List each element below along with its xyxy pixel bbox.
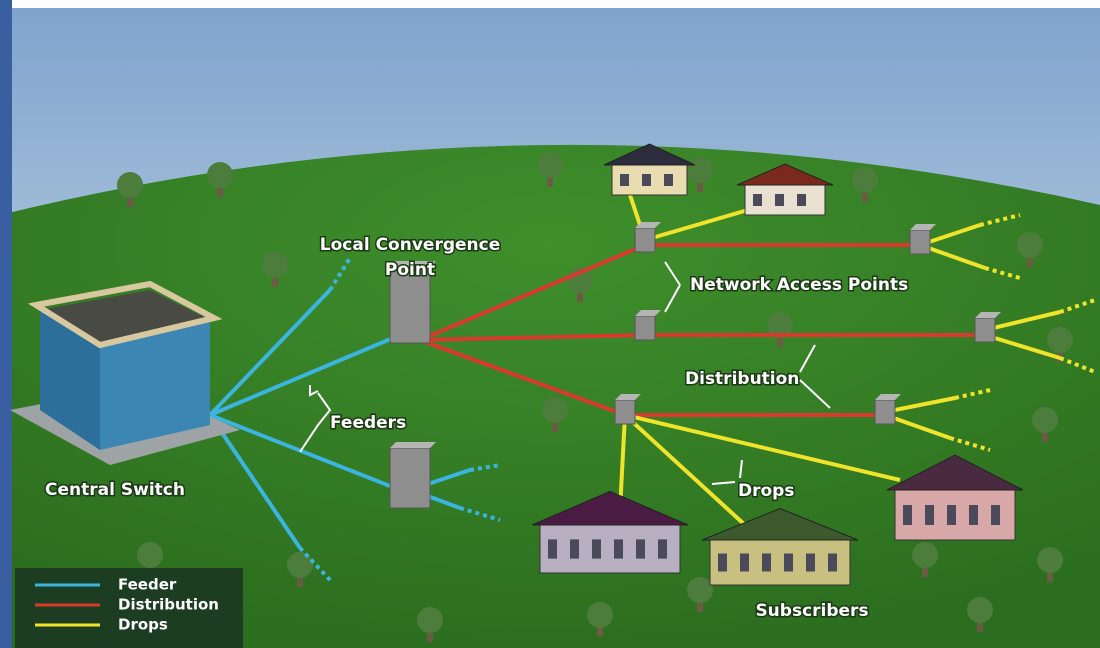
- house-window: [740, 554, 749, 572]
- tree: [417, 607, 443, 633]
- house-window: [614, 539, 623, 558]
- tree: [852, 167, 878, 193]
- label: Network Access Points: [690, 275, 908, 295]
- side-bar: [0, 0, 12, 648]
- top-strip: [0, 0, 1100, 8]
- tree: [1032, 407, 1058, 433]
- label: Local Convergence: [320, 235, 500, 255]
- tree: [137, 542, 163, 568]
- label: Drops: [738, 481, 794, 501]
- tree: [1017, 232, 1043, 258]
- box: [875, 400, 895, 424]
- house-window: [620, 174, 629, 186]
- label: Subscribers: [755, 601, 868, 621]
- tree: [1037, 547, 1063, 573]
- tree: [117, 172, 143, 198]
- legend-label: Drops: [118, 616, 168, 634]
- page: Local Convergence Point Network Access P…: [0, 0, 1100, 648]
- house-window: [636, 539, 645, 558]
- house-window: [570, 539, 579, 558]
- tree: [687, 157, 713, 183]
- house-window: [903, 505, 912, 525]
- house-window: [548, 539, 557, 558]
- legend-label: Feeder: [118, 576, 177, 594]
- tree: [587, 602, 613, 628]
- box-top: [390, 442, 436, 448]
- house-window: [753, 194, 762, 206]
- house-window: [592, 539, 601, 558]
- house-window: [806, 554, 815, 572]
- legend-label: Distribution: [118, 596, 219, 614]
- house-window: [925, 505, 934, 525]
- tree: [537, 152, 563, 178]
- box: [910, 230, 930, 254]
- label: Distribution: [685, 369, 799, 389]
- box: [390, 448, 430, 508]
- house-window: [947, 505, 956, 525]
- house-window: [784, 554, 793, 572]
- box: [615, 400, 635, 424]
- tree: [912, 542, 938, 568]
- box: [635, 228, 655, 252]
- tree: [967, 597, 993, 623]
- house-window: [828, 554, 837, 572]
- box: [635, 316, 655, 340]
- house-window: [991, 505, 1000, 525]
- house-window: [775, 194, 784, 206]
- box: [975, 318, 995, 342]
- house-window: [664, 174, 673, 186]
- tree: [687, 577, 713, 603]
- label: Point: [385, 260, 435, 280]
- house-window: [762, 554, 771, 572]
- tree: [1047, 327, 1073, 353]
- house-window: [797, 194, 806, 206]
- diagram: Local Convergence Point Network Access P…: [0, 0, 1100, 648]
- label: Feeders: [330, 413, 406, 433]
- tree: [542, 397, 568, 423]
- legend: Feeder Distribution Drops: [15, 568, 243, 648]
- house-window: [969, 505, 978, 525]
- house-window: [718, 554, 727, 572]
- tree: [262, 252, 288, 278]
- tree: [207, 162, 233, 188]
- label: Central Switch: [45, 480, 185, 500]
- house-window: [658, 539, 667, 558]
- house-window: [642, 174, 651, 186]
